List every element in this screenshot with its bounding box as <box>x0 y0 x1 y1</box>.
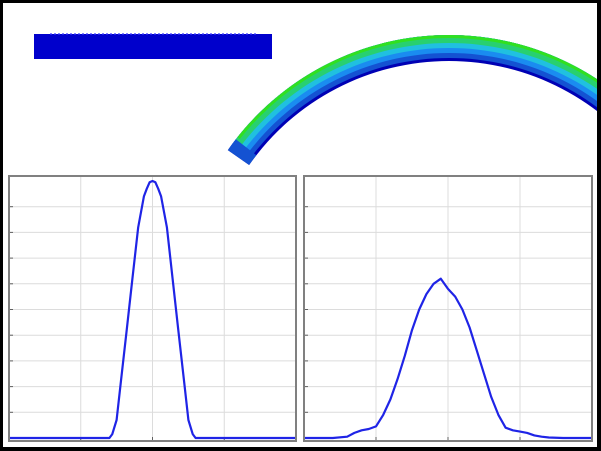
chart-right-plot-border <box>303 175 593 442</box>
chart-right-series-line <box>304 277 592 440</box>
chart-left-ticks <box>9 206 225 441</box>
flat-beam-bar <box>34 34 272 59</box>
chart-left-grid <box>9 176 296 441</box>
chart-left <box>8 175 297 442</box>
bent-beam-end-band <box>227 139 257 166</box>
figure-frame <box>3 3 597 447</box>
bent-beam-contour <box>227 34 597 166</box>
chart-right-grid <box>304 176 592 441</box>
chart-left-plot-border <box>8 175 297 442</box>
flat-beam-contour <box>34 33 272 59</box>
chart-right-ticks <box>304 206 521 441</box>
figure-canvas <box>8 33 597 442</box>
chart-right <box>303 175 593 442</box>
bent-beam-band <box>231 35 597 156</box>
chart-left-series-line <box>9 179 296 440</box>
